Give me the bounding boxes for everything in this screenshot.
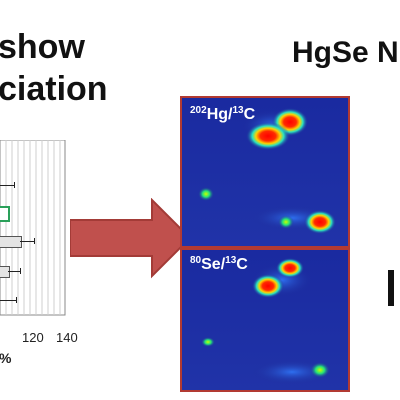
error-bar	[20, 241, 34, 242]
heatmap-se-image	[182, 250, 348, 390]
error-cap	[14, 182, 15, 188]
heatmap-hg-image	[182, 98, 348, 246]
bar	[0, 236, 22, 248]
bar-chart-grid	[0, 140, 66, 316]
error-cap	[16, 297, 17, 303]
error-cap	[20, 268, 21, 274]
cropped-text-glyph	[388, 270, 394, 306]
bar-chart	[0, 140, 70, 325]
panel-label-se: 80Se/13C	[190, 255, 248, 273]
error-bar	[0, 185, 14, 186]
hgse-title: HgSe N	[292, 36, 399, 69]
right-arrow-icon	[70, 198, 192, 279]
axis-tick-120: 120	[22, 330, 44, 345]
bar	[0, 266, 10, 278]
error-bar	[8, 271, 20, 272]
heatmap-hg-panel: 202Hg/13C	[180, 96, 350, 248]
error-bar	[0, 300, 16, 301]
panel-label-hg: 202Hg/13C	[190, 105, 256, 123]
axis-unit-label: %	[0, 350, 12, 366]
axis-tick-140: 140	[56, 330, 78, 345]
error-cap	[34, 238, 35, 244]
highlight-bar	[0, 206, 10, 222]
slide-title-line2: ciation	[0, 70, 108, 108]
slide-title-line1: show	[0, 28, 85, 66]
heatmap-se-panel: 80Se/13C	[180, 248, 350, 392]
